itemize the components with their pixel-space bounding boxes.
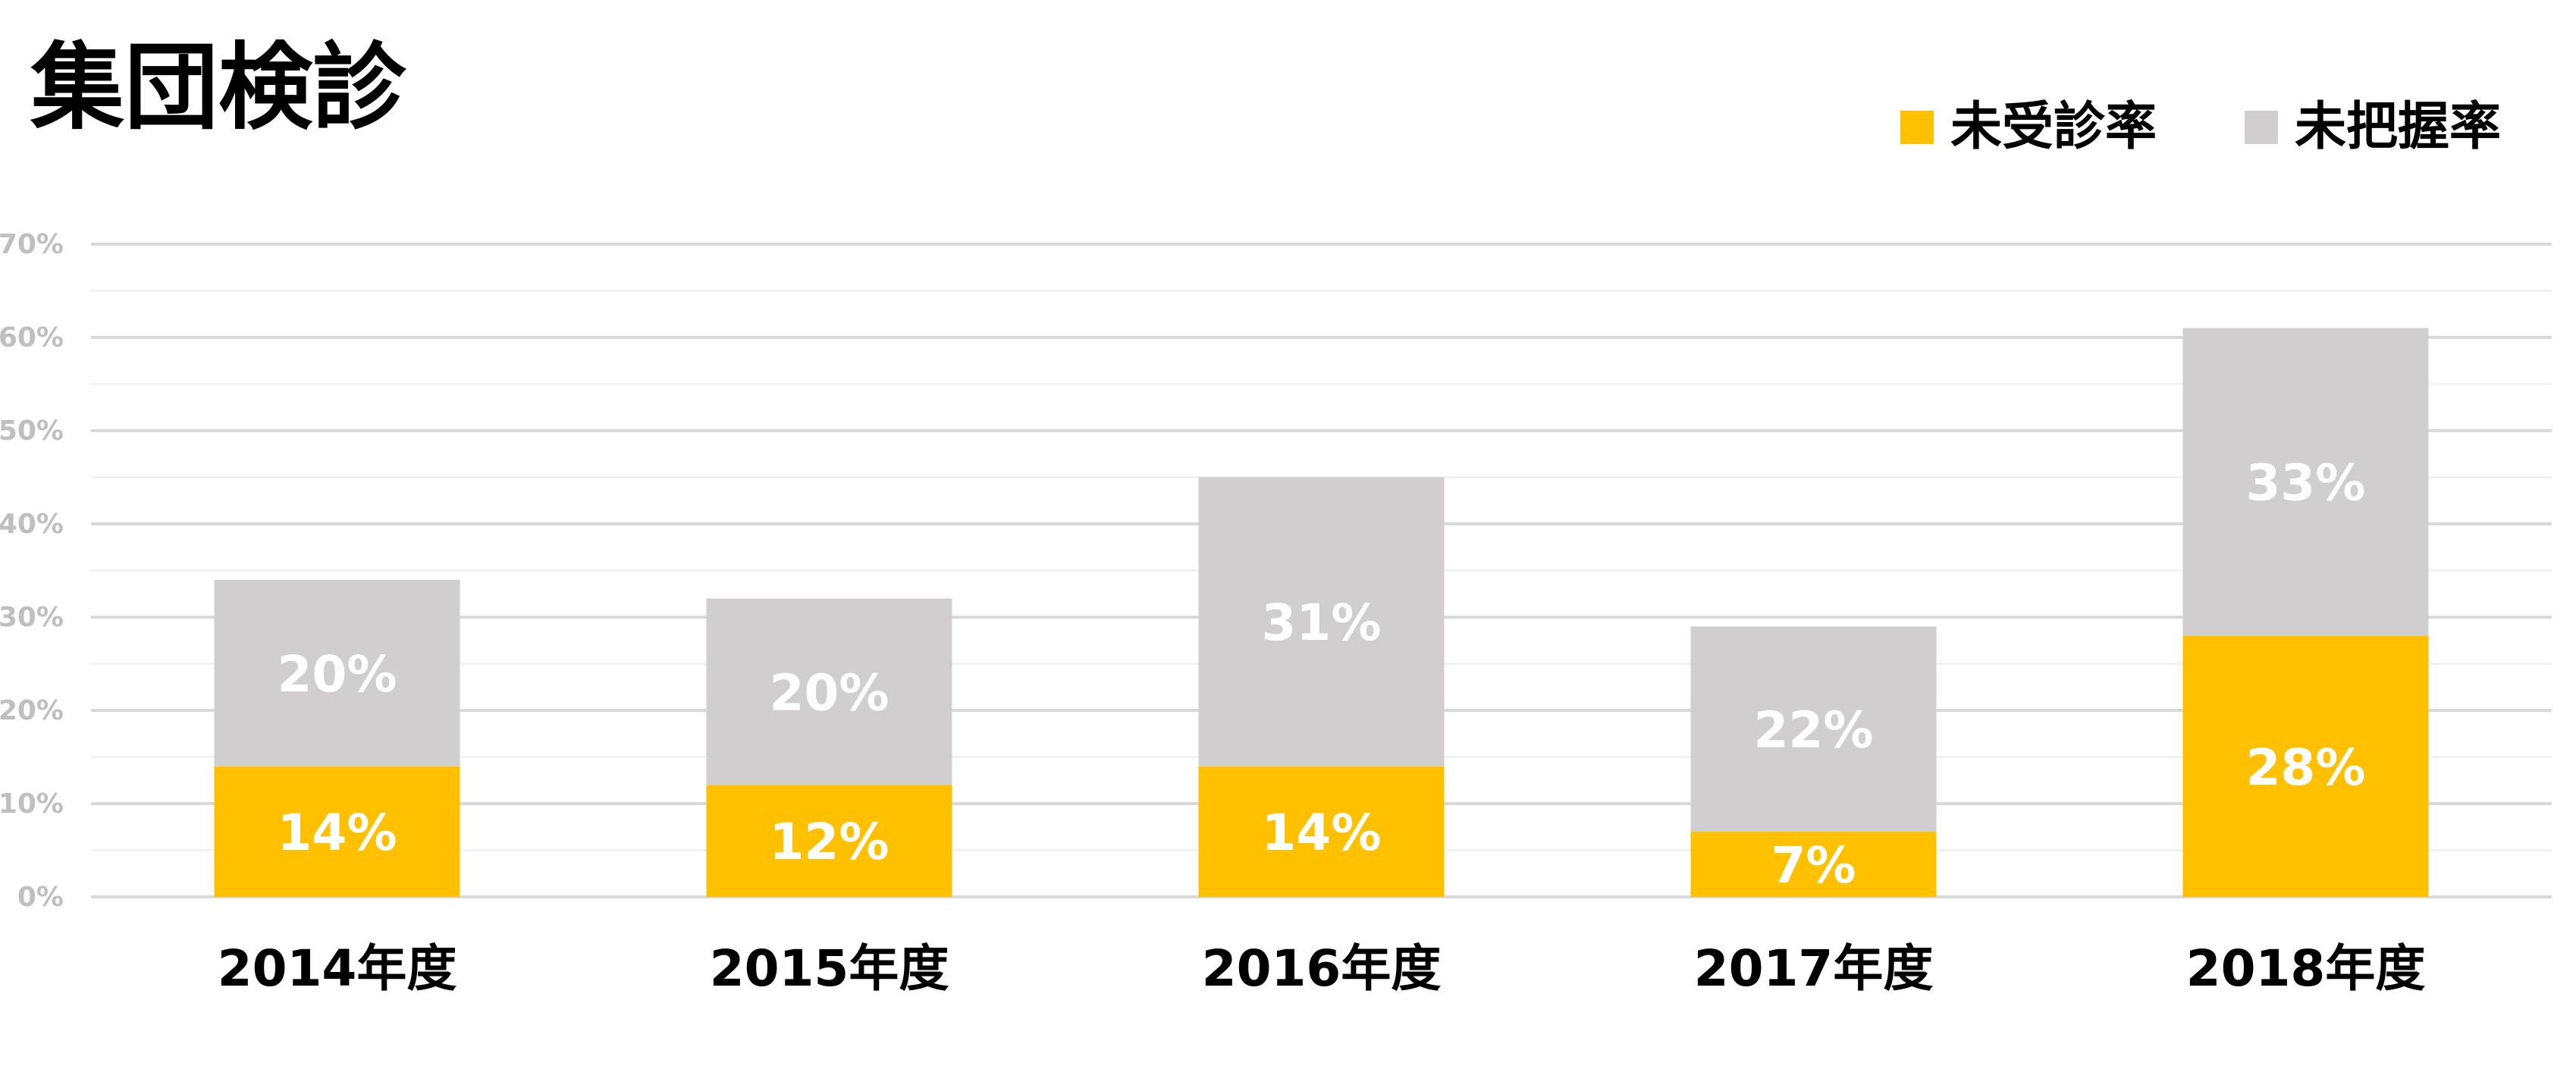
x-tick-label: 2016年度 (1202, 939, 1442, 998)
y-tick-label: 70% (0, 229, 64, 260)
x-tick-label: 2018年度 (2186, 939, 2426, 998)
bar-segment (1198, 766, 1445, 897)
data-label: 14% (1262, 804, 1382, 862)
legend-swatch (1900, 111, 1934, 144)
data-label: 33% (2246, 454, 2366, 513)
bar-segment (1198, 477, 1445, 767)
data-label: 28% (2246, 738, 2366, 797)
y-tick-label: 60% (0, 322, 64, 353)
data-label: 7% (1771, 836, 1856, 895)
x-tick-label: 2015年度 (710, 939, 949, 998)
legend-label: 未受診率 (1950, 97, 2157, 157)
y-tick-label: 50% (0, 415, 64, 447)
x-tick-label: 2014年度 (218, 939, 457, 998)
legend-swatch (2245, 111, 2278, 144)
legend-label: 未把握率 (2295, 97, 2501, 157)
data-label: 22% (1754, 701, 1874, 760)
data-label: 31% (1262, 594, 1382, 652)
bar-segment (706, 785, 952, 897)
y-tick-label: 30% (0, 602, 64, 633)
bar-segment (214, 766, 460, 897)
y-tick-label: 0% (17, 882, 64, 913)
bar-segment (2182, 635, 2429, 897)
bar-segment (214, 579, 460, 767)
bar-segment (1690, 626, 1937, 832)
y-tick-label: 40% (0, 509, 64, 540)
data-label: 14% (278, 804, 397, 862)
x-tick-label: 2017年度 (1694, 939, 1934, 998)
y-tick-label: 20% (0, 695, 64, 726)
data-label: 20% (770, 663, 890, 722)
data-label: 20% (278, 645, 397, 704)
data-label: 12% (770, 813, 890, 871)
chart-title: 集団検診 (30, 33, 407, 143)
bar-segment (706, 598, 952, 785)
bar-segment (1690, 831, 1937, 897)
bar-segment (2182, 328, 2429, 636)
y-tick-label: 10% (0, 788, 64, 820)
